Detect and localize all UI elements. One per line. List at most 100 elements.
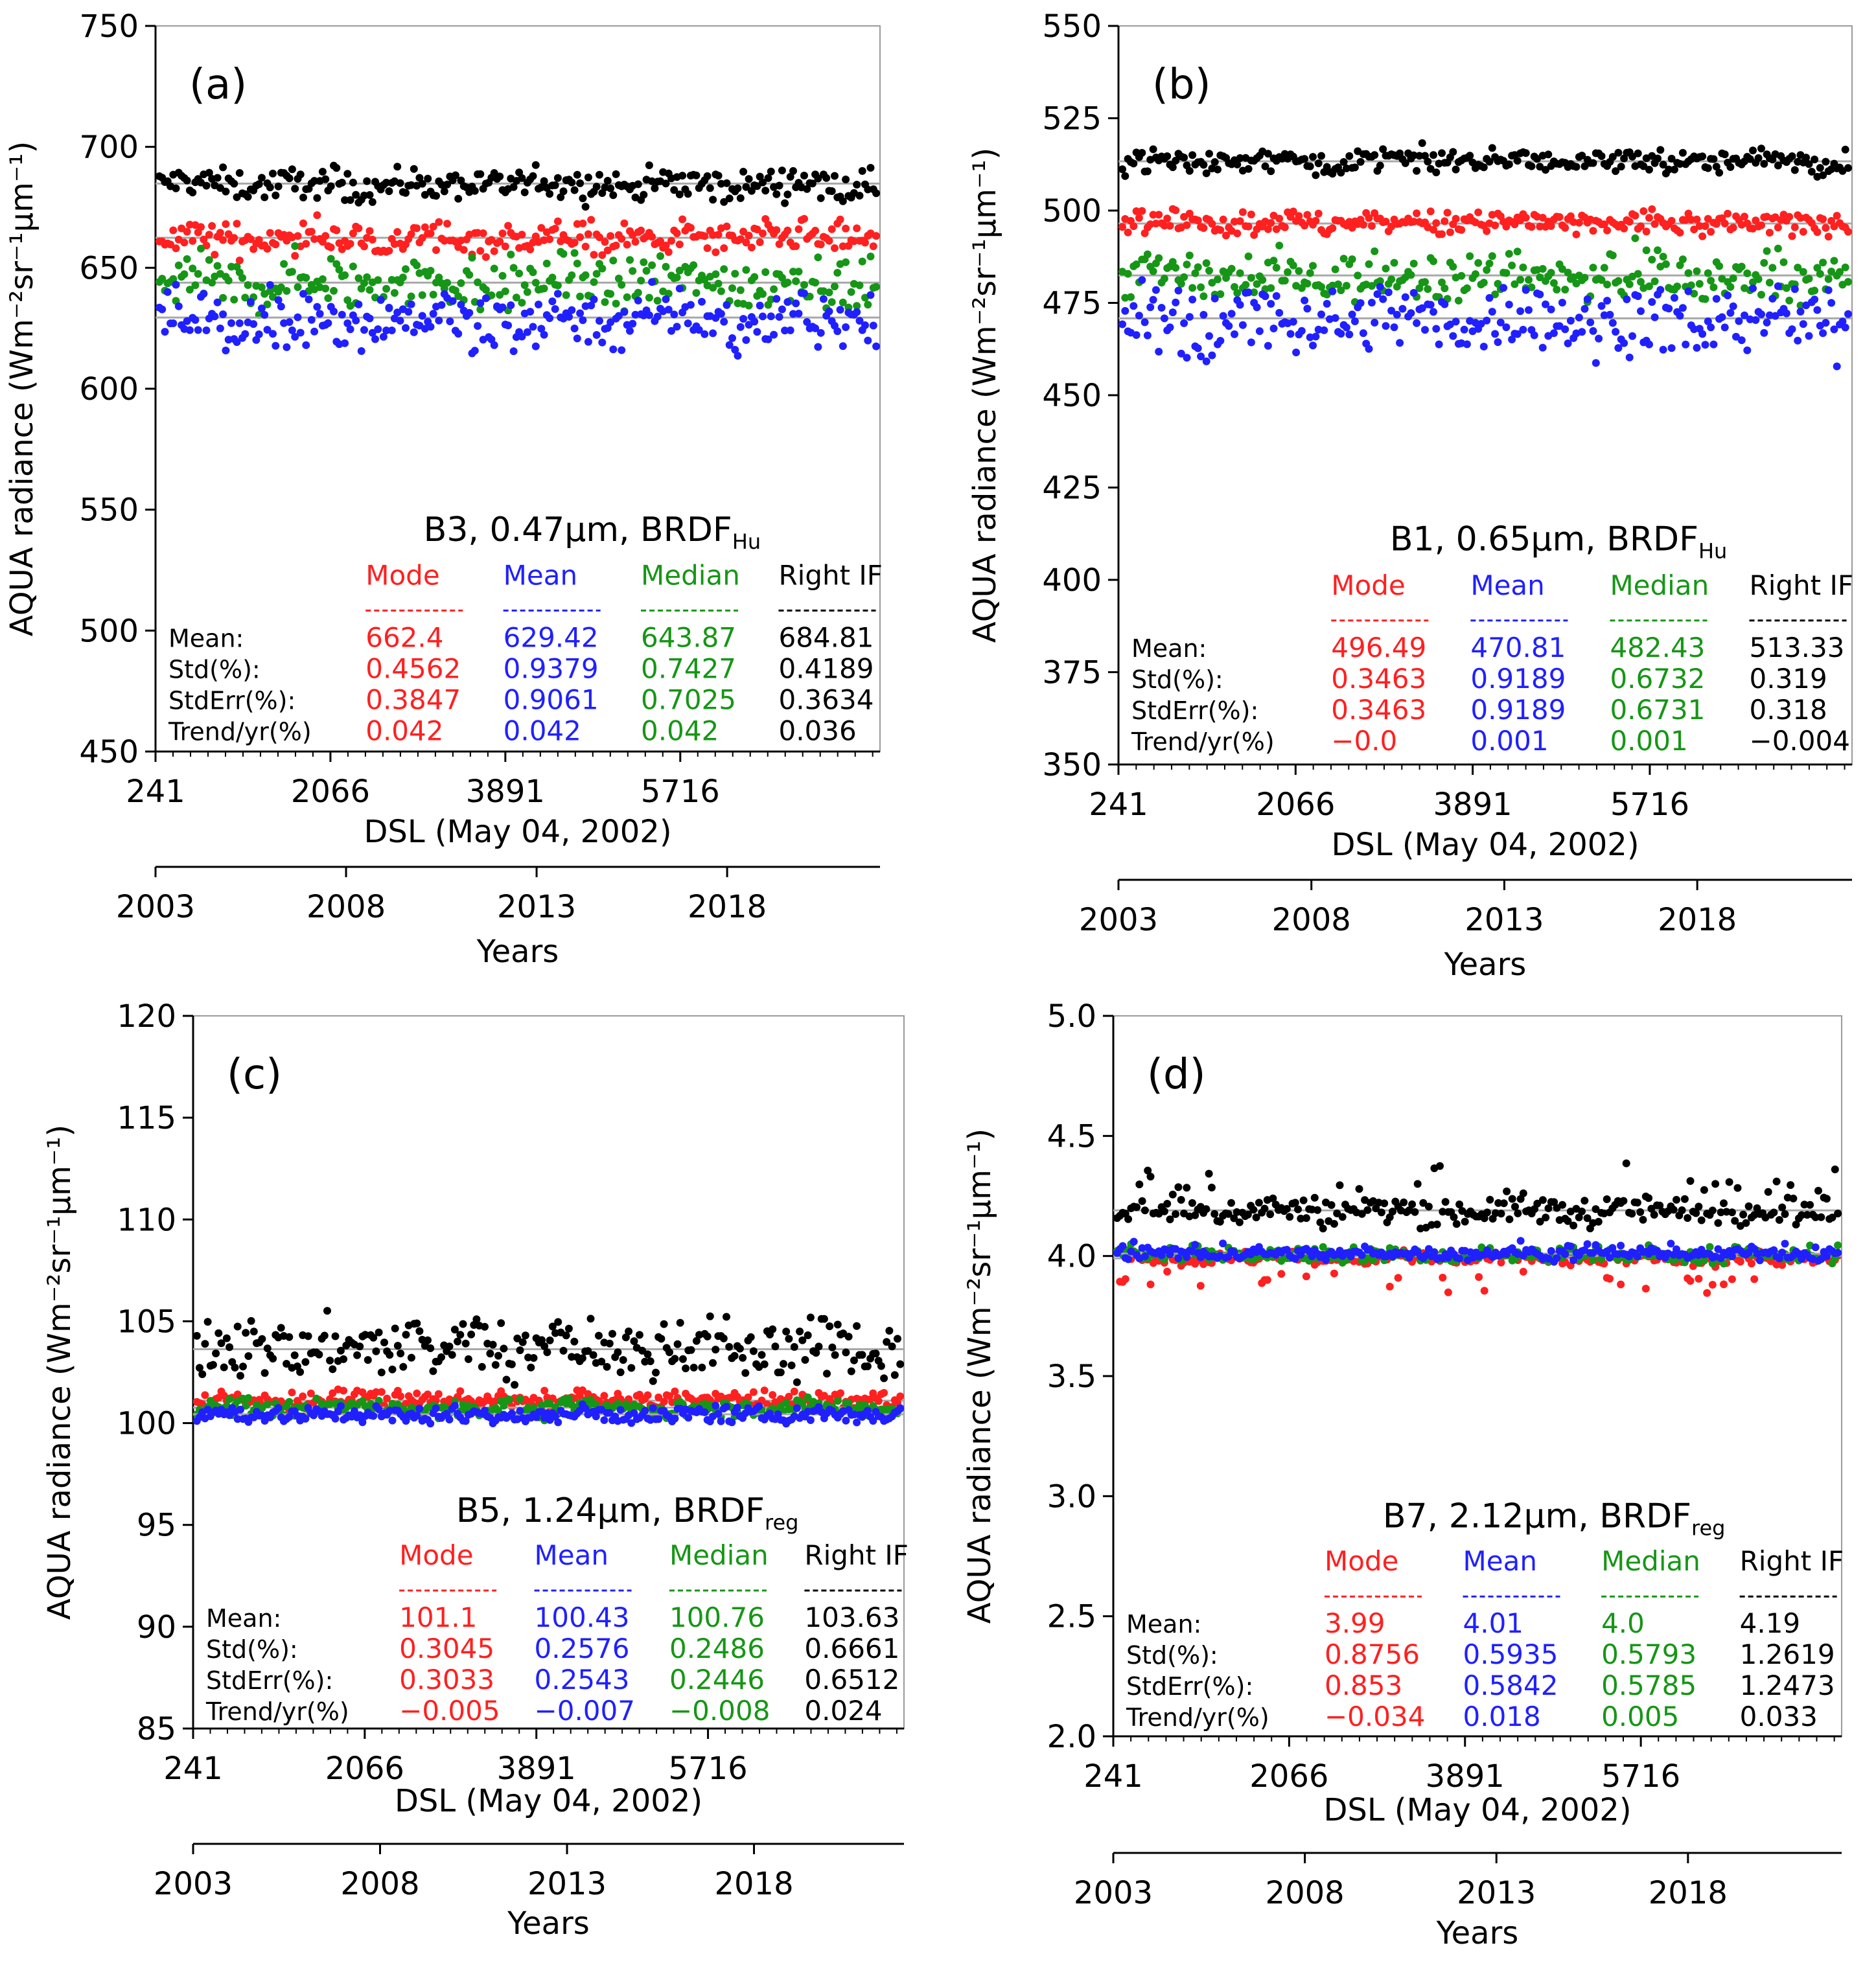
data-point [540,1386,549,1395]
data-point [1197,283,1205,292]
data-point [736,194,745,202]
data-point [1581,162,1589,170]
data-point [1485,259,1494,268]
data-point [158,275,167,283]
data-point [1345,152,1354,160]
data-point [1205,150,1213,158]
data-point [1752,216,1760,225]
data-point [1536,273,1544,282]
stats-value: 1.2473 [1740,1670,1835,1701]
y-tick-label: 450 [79,734,139,770]
data-point [1146,303,1155,312]
data-point [1625,353,1634,362]
data-point [855,317,864,325]
data-point [1505,301,1513,309]
data-point [1261,162,1269,170]
data-point [540,177,548,185]
data-point [1421,278,1429,286]
data-point [518,332,526,341]
data-point [335,266,343,274]
data-point [778,167,786,175]
data-point [509,264,518,272]
data-point [476,305,485,314]
data-point [542,259,551,268]
data-point [1508,261,1516,270]
data-point [290,1351,299,1359]
data-point [191,281,200,290]
data-point [1631,234,1639,242]
data-point [472,1315,481,1324]
data-point [354,274,363,282]
data-point [1754,154,1763,162]
data-point [666,1392,673,1400]
data-point [1771,312,1779,320]
data-point [1569,1221,1578,1230]
data-point [390,289,399,297]
stats-value: 0.5793 [1601,1638,1697,1670]
data-point [235,319,244,327]
data-point [1760,259,1768,267]
data-point [1799,227,1807,236]
stats-value: 0.018 [1463,1701,1541,1732]
data-point [678,1355,687,1363]
data-point [274,296,283,305]
data-point [1549,329,1558,338]
data-point [385,303,393,312]
data-point [781,327,789,335]
stats-value: 0.042 [641,715,719,746]
data-point [1205,1169,1213,1178]
x-tick-label: 5716 [641,774,720,810]
data-point [1581,1197,1589,1205]
data-point [1242,281,1250,289]
data-point [1508,1195,1516,1203]
data-point [1330,1269,1338,1278]
x-tick-label: 3891 [497,1751,576,1787]
data-point [735,1344,744,1353]
data-point [246,297,255,306]
data-point [1566,212,1575,220]
data-point [775,181,783,190]
data-point [775,240,783,248]
data-point [842,224,850,233]
data-point [1439,1208,1447,1216]
data-point [1737,262,1746,271]
data-point [682,1364,690,1373]
data-point [720,265,728,273]
data-point [548,297,557,306]
data-point [1339,158,1348,166]
data-point [1788,152,1796,161]
data-point [1708,1206,1717,1215]
data-point [1707,277,1715,285]
data-point [828,298,836,306]
data-point [1222,231,1230,240]
data-point [418,291,426,299]
data-point [1488,308,1496,316]
data-point [521,1331,529,1340]
data-point [291,242,299,250]
data-point [372,1388,380,1396]
data-point [1757,290,1765,299]
data-point [1572,230,1581,238]
data-point [1387,275,1396,284]
data-point [570,249,579,257]
data-point [338,178,346,187]
data-point [1575,218,1583,227]
data-point [513,1334,522,1342]
data-point [272,341,280,350]
data-point [723,179,731,187]
series-mean [192,1400,905,1428]
data-point [244,1352,253,1361]
data-point [516,1407,524,1415]
data-point [1693,215,1701,224]
data-point [1774,244,1782,253]
data-point [1146,1280,1155,1289]
data-point [543,1348,551,1357]
data-point [581,203,590,211]
data-point [1811,1243,1820,1252]
data-point [288,165,296,174]
chart-title-subscript: Hu [732,529,761,554]
data-point [1718,275,1726,283]
data-point [1295,212,1303,220]
data-point [407,230,415,238]
data-point [1479,279,1488,287]
